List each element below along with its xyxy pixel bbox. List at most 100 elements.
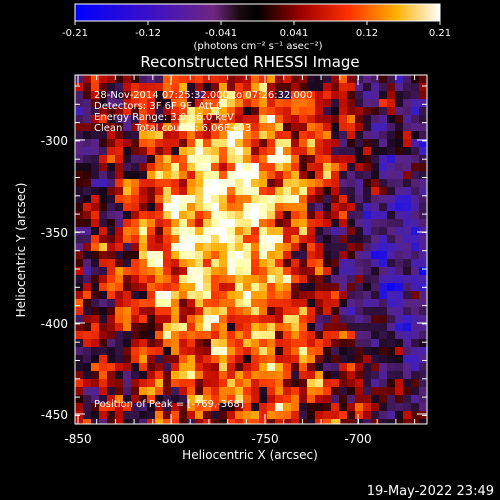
image-pixel [187,363,195,371]
image-pixel [195,83,203,91]
image-pixel [395,411,403,419]
image-pixel [147,299,155,307]
image-pixel [267,275,275,283]
image-pixel [163,219,171,227]
image-pixel [155,195,163,203]
image-pixel [83,355,91,363]
image-pixel [283,315,291,323]
image-pixel [243,115,251,123]
image-pixel [307,91,315,99]
image-pixel [243,395,251,403]
image-pixel [179,315,187,323]
image-pixel [171,219,179,227]
image-pixel [123,107,131,115]
image-pixel [283,139,291,147]
image-pixel [411,147,419,155]
image-pixel [387,331,395,339]
image-pixel [227,307,235,315]
image-pixel [99,355,107,363]
image-pixel [315,307,323,315]
image-pixel [259,203,267,211]
image-pixel [299,315,307,323]
image-pixel [179,203,187,211]
image-pixel [403,187,411,195]
image-pixel [107,347,115,355]
image-pixel [411,363,419,371]
image-pixel [171,235,179,243]
image-pixel [379,259,387,267]
image-pixel [371,403,379,411]
image-pixel [307,155,315,163]
image-pixel [235,299,243,307]
image-pixel [75,171,83,179]
image-pixel [347,147,355,155]
image-pixel [259,187,267,195]
image-pixel [315,91,323,99]
image-pixel [299,339,307,347]
image-pixel [227,355,235,363]
image-pixel [83,267,91,275]
image-pixel [419,355,427,363]
image-pixel [115,211,123,219]
image-pixel [155,75,163,83]
image-pixel [339,387,347,395]
image-pixel [139,291,147,299]
image-pixel [291,251,299,259]
image-pixel [195,155,203,163]
image-pixel [147,363,155,371]
image-pixel [187,275,195,283]
image-pixel [363,115,371,123]
image-pixel [195,91,203,99]
image-pixel [99,107,107,115]
image-pixel [187,419,195,424]
image-pixel [419,339,427,347]
image-pixel [75,219,83,227]
image-pixel [179,99,187,107]
image-pixel [163,283,171,291]
image-pixel [331,363,339,371]
image-pixel [203,275,211,283]
image-pixel [371,291,379,299]
image-pixel [371,147,379,155]
image-pixel [291,411,299,419]
image-pixel [403,123,411,131]
image-pixel [331,227,339,235]
image-pixel [155,379,163,387]
image-pixel [131,99,139,107]
image-pixel [139,387,147,395]
image-pixel [411,267,419,275]
colorbar: -0.21 -0.12 -0.041 0.041 0.12 0.21 (phot… [62,3,451,52]
image-pixel [379,75,387,83]
image-pixel [75,139,83,147]
image-pixel [195,139,203,147]
image-pixel [91,411,99,419]
image-pixel [75,179,83,187]
image-pixel [99,267,107,275]
image-pixel [339,307,347,315]
image-pixel [251,395,259,403]
image-pixel [395,331,403,339]
image-pixel [83,99,91,107]
image-pixel [291,235,299,243]
image-pixel [339,355,347,363]
image-pixel [235,123,243,131]
image-pixel [307,219,315,227]
image-pixel [75,419,83,424]
plot-title: Reconstructed RHESSI Image [140,53,359,71]
image-pixel [115,243,123,251]
image-pixel [243,163,251,171]
image-pixel [275,267,283,275]
image-pixel [99,339,107,347]
image-pixel [363,403,371,411]
image-pixel [323,339,331,347]
image-pixel [403,379,411,387]
image-pixel [123,251,131,259]
image-pixel [419,227,427,235]
image-pixel [283,211,291,219]
image-pixel [243,323,251,331]
image-pixel [83,347,91,355]
image-pixel [131,275,139,283]
image-pixel [371,355,379,363]
image-pixel [99,155,107,163]
image-pixel [107,307,115,315]
